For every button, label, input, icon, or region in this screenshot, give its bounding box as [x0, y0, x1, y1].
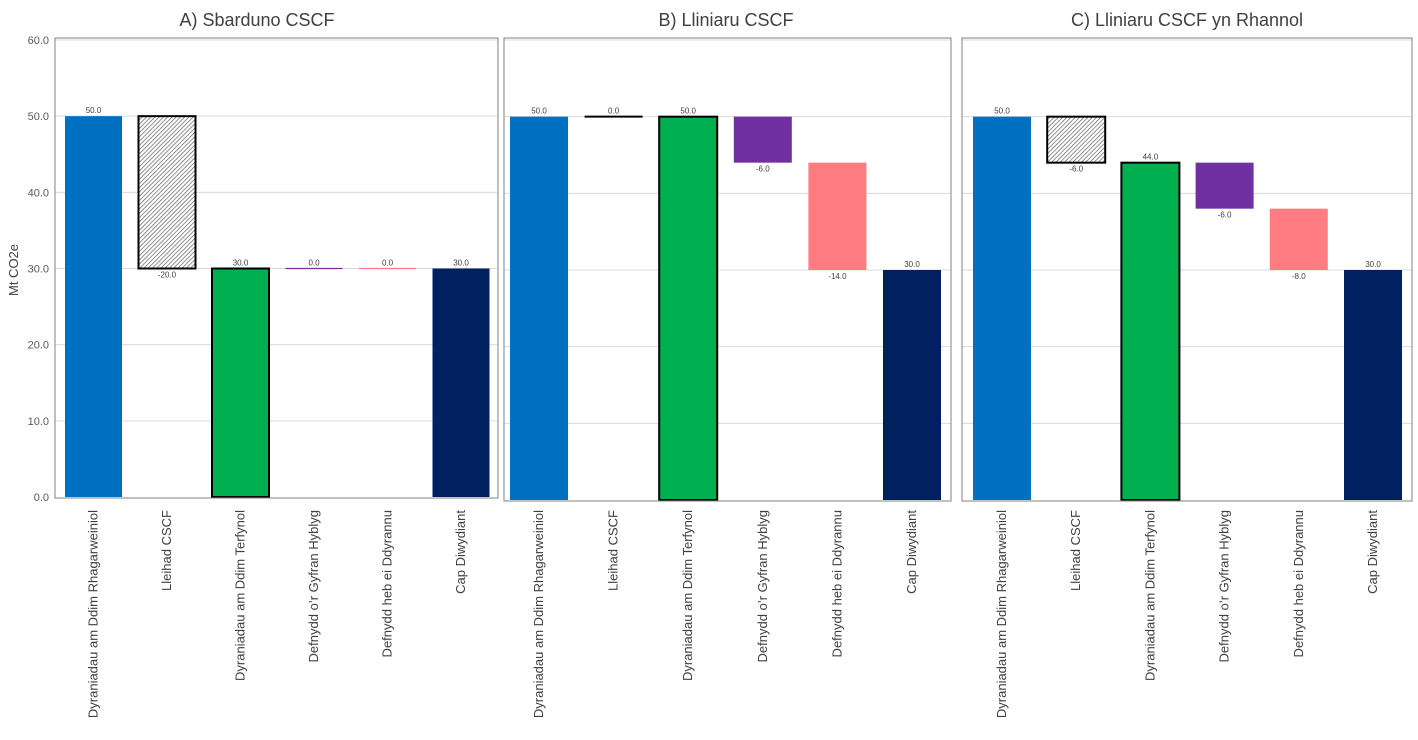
data-label: 0.0	[382, 259, 394, 268]
data-label: -6.0	[1218, 211, 1232, 220]
bar-dyraniadau-am-ddim-rhagarweiniol	[973, 116, 1031, 501]
data-label: 0.0	[308, 259, 320, 268]
x-category-label: Lleihad CSCF	[159, 510, 174, 591]
y-tick-label: 50.0	[28, 111, 49, 123]
data-label: 30.0	[453, 259, 469, 268]
data-label: 0.0	[608, 107, 620, 116]
data-label: -8.0	[1292, 272, 1306, 281]
panel-frame	[961, 37, 1413, 502]
x-category-label: Cap Diwydiant	[453, 510, 468, 594]
panel-3: C) Lliniaru CSCF yn Rhannol 50.0 Dyraniada…	[961, 10, 1413, 718]
panel-title: A) Sbarduno CSCF	[179, 10, 334, 30]
bar-dyraniadau-am-ddim-terfynol	[658, 115, 719, 502]
x-category-label: Defnydd heb ei Ddyrannu	[829, 510, 844, 657]
x-category-label: Dyraniadau am Ddim Rhagarweiniol	[994, 510, 1009, 718]
data-label: 50.0	[531, 107, 547, 116]
data-label: 50.0	[994, 107, 1010, 116]
bar-cap-diwydiant	[1344, 270, 1402, 500]
data-label: 50.0	[86, 106, 102, 115]
bar-defnydd-heb-ei-ddyrannu	[1269, 208, 1328, 270]
bar-dyraniadau-am-ddim-rhagarweiniol	[65, 116, 122, 498]
data-label: -14.0	[828, 272, 847, 281]
x-category-label: Dyraniadau am Ddim Rhagarweiniol	[531, 510, 546, 718]
panel-2: B) Lliniaru CSCF 50.0 Dyraniadau am Ddim R…	[503, 10, 952, 718]
x-category-label: Dyraniadau am Ddim Rhagarweiniol	[86, 510, 101, 718]
bar-defnydd-o-r-gyfran-hyblyg	[733, 116, 792, 163]
x-category-label: Cap Diwydiant	[1365, 510, 1380, 594]
bar-lleihad-cscf	[137, 115, 197, 270]
panel-title: B) Lliniaru CSCF	[658, 10, 793, 30]
x-category-label: Defnydd heb ei Ddyrannu	[1291, 510, 1306, 657]
x-category-label: Dyraniadau am Ddim Terfynol	[680, 510, 695, 681]
x-category-label: Dyraniadau am Ddim Terfynol	[233, 510, 248, 681]
panel-frame	[54, 37, 499, 499]
bar-defnydd-heb-ei-ddyrannu	[808, 162, 867, 270]
y-tick-label: 30.0	[28, 264, 49, 276]
bar-dyraniadau-am-ddim-terfynol	[1120, 161, 1181, 502]
x-category-label: Defnydd o’r Gyfran Hyblyg	[306, 510, 321, 662]
x-category-label: Defnydd o’r Gyfran Hyblyg	[755, 510, 770, 662]
x-category-label: Defnydd heb ei Ddyrannu	[380, 510, 395, 657]
y-tick-label: 40.0	[28, 187, 49, 199]
bar-cap-diwydiant	[883, 270, 941, 500]
x-category-label: Defnydd o’r Gyfran Hyblyg	[1217, 510, 1232, 662]
panel-1: A) Sbarduno CSCF 50.0 Dyraniadau am Ddim R…	[54, 10, 499, 718]
data-label: 30.0	[1365, 260, 1381, 269]
data-label: 44.0	[1143, 153, 1159, 162]
bar-defnydd-o-r-gyfran-hyblyg	[1195, 162, 1254, 209]
bar-lleihad-cscf	[1046, 115, 1107, 164]
data-label: -6.0	[1069, 165, 1083, 174]
y-tick-label: 10.0	[28, 416, 49, 428]
data-label: -6.0	[756, 165, 770, 174]
panel-frame	[503, 37, 952, 502]
y-axis-title: Mt CO2e	[6, 244, 21, 296]
bar-dyraniadau-am-ddim-rhagarweiniol	[510, 116, 568, 501]
data-label: 30.0	[904, 260, 920, 269]
data-label: 50.0	[680, 107, 696, 116]
x-category-label: Lleihad CSCF	[606, 510, 621, 591]
y-tick-label: 20.0	[28, 340, 49, 352]
data-label: 30.0	[233, 259, 249, 268]
x-category-label: Dyraniadau am Ddim Terfynol	[1142, 510, 1157, 681]
panel-title: C) Lliniaru CSCF yn Rhannol	[1071, 10, 1303, 30]
bar-dyraniadau-am-ddim-terfynol	[211, 267, 270, 498]
y-tick-label: 60.0	[28, 35, 49, 47]
x-category-label: Lleihad CSCF	[1068, 510, 1083, 591]
y-tick-label: 0.0	[34, 492, 49, 504]
bar-cap-diwydiant	[432, 268, 490, 497]
data-label: -20.0	[158, 271, 177, 280]
x-category-label: Cap Diwydiant	[904, 510, 919, 594]
